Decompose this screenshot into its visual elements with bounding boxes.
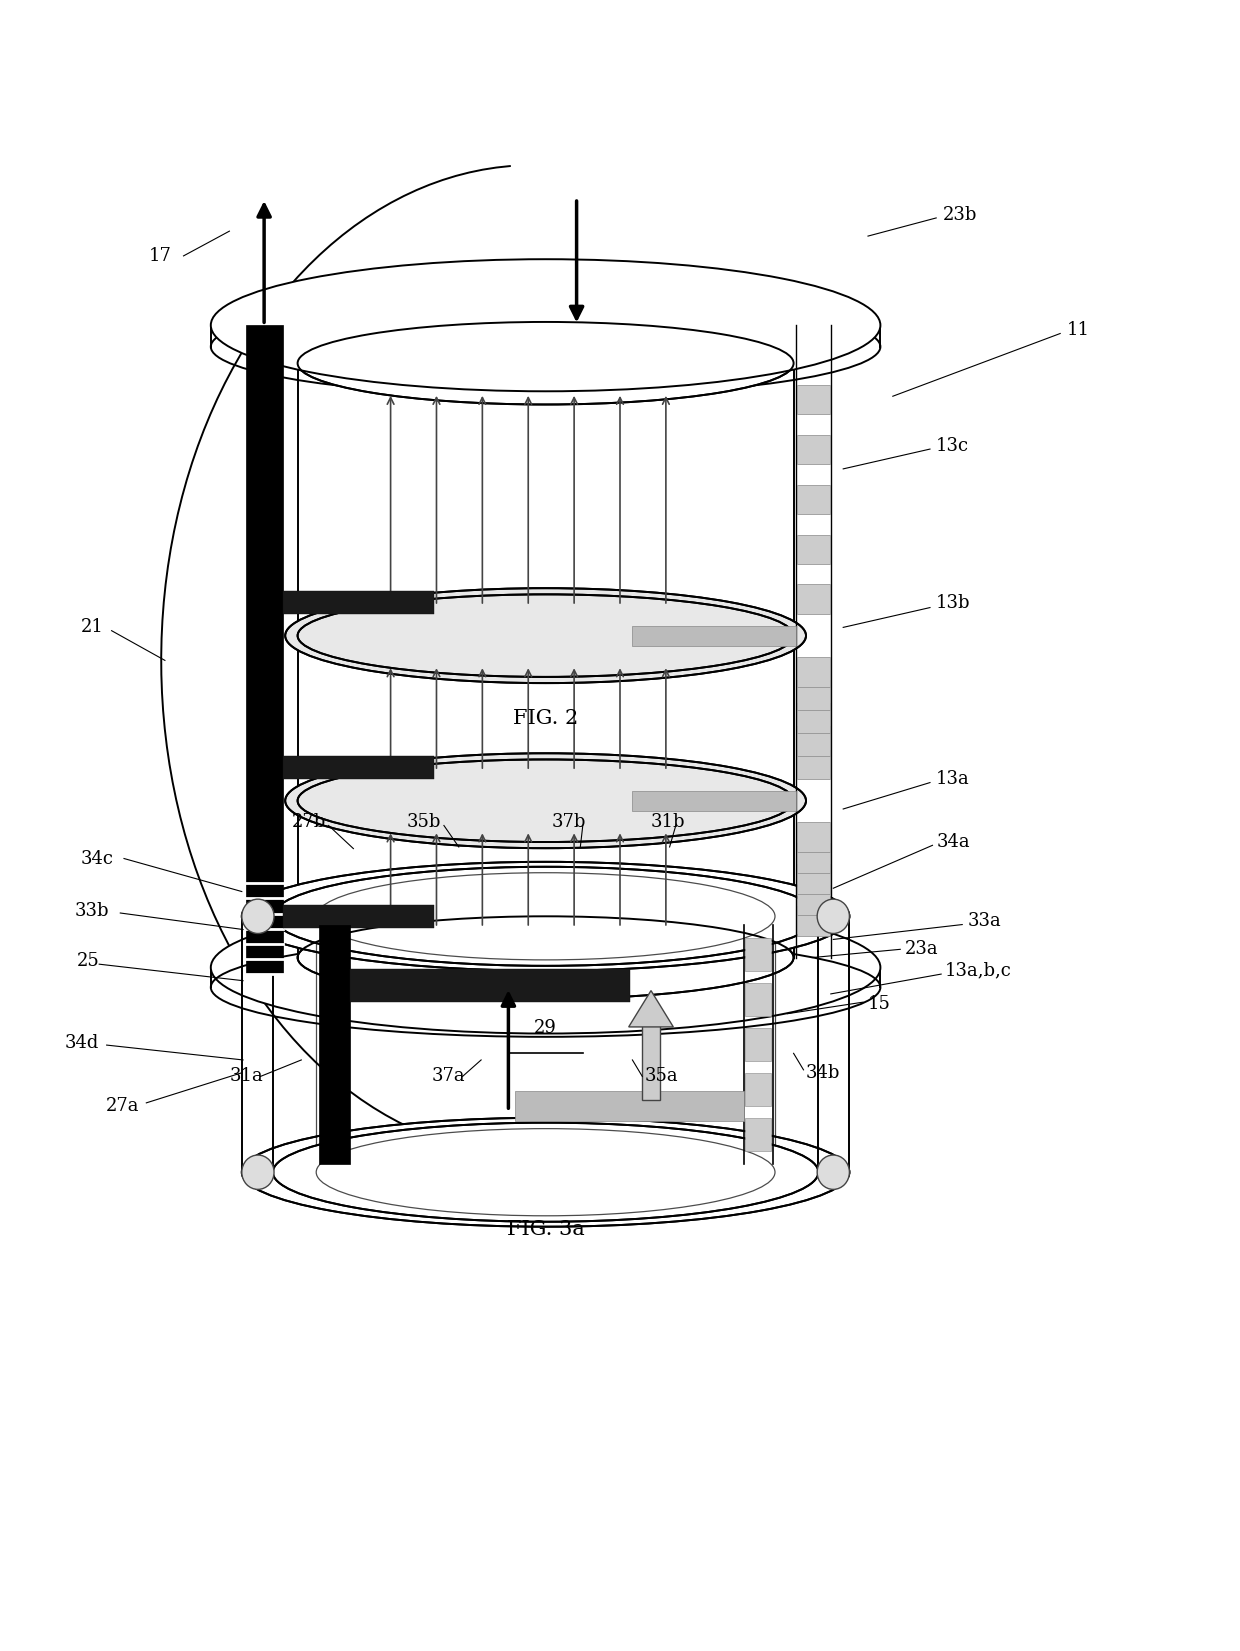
Ellipse shape [817, 1156, 849, 1189]
Bar [797, 385, 830, 414]
Ellipse shape [242, 862, 849, 971]
Bar [745, 982, 771, 1015]
Text: 31a: 31a [229, 1068, 263, 1085]
Text: 34a: 34a [936, 834, 970, 850]
Text: 13b: 13b [936, 594, 971, 611]
Text: 33a: 33a [967, 913, 1001, 930]
Ellipse shape [273, 867, 818, 966]
Bar [797, 680, 830, 710]
Text: 34b: 34b [806, 1065, 841, 1081]
Bar [797, 434, 830, 464]
Text: 35b: 35b [407, 814, 441, 830]
Bar [283, 756, 434, 779]
Text: 31b: 31b [651, 814, 686, 830]
Bar [797, 726, 830, 756]
Bar [632, 626, 796, 646]
Bar [797, 885, 830, 915]
Bar [745, 1118, 771, 1151]
Text: 13c: 13c [936, 438, 970, 454]
Ellipse shape [273, 1123, 818, 1222]
Text: 27b: 27b [291, 814, 326, 830]
Text: 37b: 37b [552, 814, 587, 830]
Bar [797, 906, 830, 936]
Text: FIG. 2: FIG. 2 [513, 708, 578, 728]
Bar [283, 905, 434, 928]
Bar [745, 1027, 771, 1062]
Bar [797, 844, 830, 873]
Text: 23b: 23b [942, 206, 977, 223]
Polygon shape [629, 991, 673, 1027]
Text: 37a: 37a [432, 1068, 465, 1085]
Text: 15: 15 [868, 996, 890, 1012]
Bar [797, 485, 830, 515]
Bar [797, 822, 830, 852]
Text: 35a: 35a [645, 1068, 678, 1085]
Bar [797, 657, 830, 687]
Ellipse shape [242, 900, 274, 933]
Bar [745, 938, 771, 971]
Bar [283, 591, 434, 614]
Bar [797, 535, 830, 565]
Ellipse shape [242, 1118, 849, 1227]
Text: 25: 25 [77, 953, 99, 969]
Ellipse shape [242, 1156, 274, 1189]
Ellipse shape [285, 753, 806, 849]
Ellipse shape [285, 588, 806, 684]
Ellipse shape [298, 916, 794, 999]
Bar [745, 1073, 771, 1106]
Text: 17: 17 [149, 248, 171, 264]
Text: 34d: 34d [64, 1035, 99, 1052]
Bar [246, 325, 283, 974]
Text: 13a: 13a [936, 771, 970, 788]
Bar [319, 925, 350, 1164]
Bar [797, 865, 830, 895]
Ellipse shape [817, 900, 849, 933]
Bar [797, 750, 830, 779]
Text: 23a: 23a [905, 941, 939, 958]
Ellipse shape [211, 901, 880, 1034]
Bar [632, 791, 796, 811]
Bar [515, 1091, 744, 1121]
Bar [797, 703, 830, 733]
Bar [642, 1020, 660, 1100]
Text: 29: 29 [534, 1019, 557, 1037]
Ellipse shape [298, 594, 794, 677]
Ellipse shape [298, 759, 794, 842]
Bar [797, 584, 830, 614]
Text: 11: 11 [1066, 322, 1090, 338]
Text: 34c: 34c [81, 850, 114, 867]
Text: 33b: 33b [74, 903, 109, 920]
Bar [350, 969, 630, 1002]
Text: 13a,b,c: 13a,b,c [945, 963, 1012, 979]
Text: 21: 21 [81, 619, 103, 636]
Ellipse shape [211, 259, 880, 391]
Text: FIG. 3a: FIG. 3a [507, 1220, 584, 1240]
Text: 27a: 27a [105, 1098, 139, 1114]
Ellipse shape [298, 322, 794, 404]
